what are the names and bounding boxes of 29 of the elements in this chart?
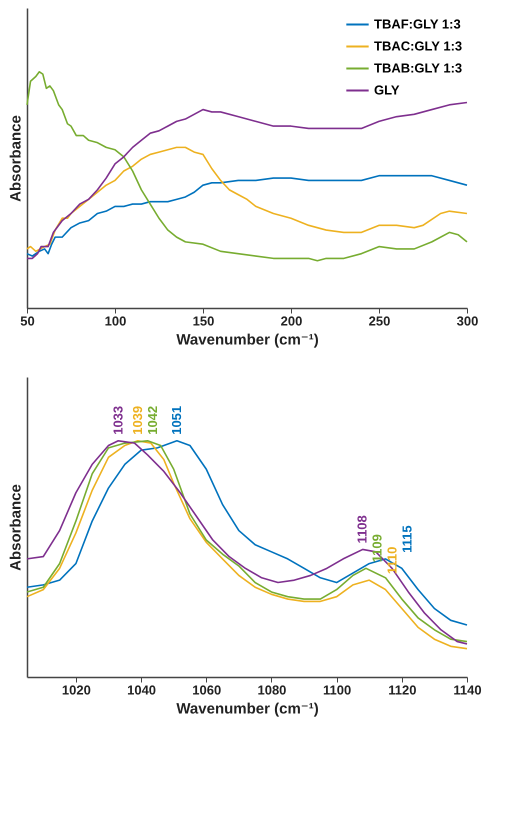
annotation: 1108 — [354, 515, 370, 544]
annotation: 1109 — [370, 534, 385, 562]
annotation: 1115 — [400, 525, 415, 553]
annotation: 1033 — [110, 406, 126, 435]
legend-label: TBAB:GLY 1:3 — [374, 60, 462, 76]
x-tick-label: 250 — [368, 314, 390, 328]
x-tick-label: 50 — [20, 314, 35, 328]
x-tick-label: 100 — [104, 314, 126, 328]
annotation: 1051 — [168, 406, 184, 435]
x-tick-label: 1040 — [127, 682, 156, 698]
y-axis-title: Absorbance — [8, 484, 24, 571]
legend-label: TBAC:GLY 1:3 — [374, 38, 462, 54]
x-tick-label: 1140 — [453, 682, 482, 698]
annotation: 1039 — [130, 406, 145, 435]
x-tick-label: 150 — [192, 314, 214, 328]
x-tick-label: 1080 — [257, 682, 286, 698]
x-axis-title: Wavenumber (cm⁻¹) — [176, 332, 319, 348]
x-tick-label: 300 — [456, 314, 478, 328]
legend-label: GLY — [374, 82, 400, 98]
x-tick-label: 200 — [280, 314, 302, 328]
x-tick-label: 1020 — [62, 682, 91, 698]
annotation: 1110 — [384, 546, 400, 574]
x-tick-label: 1100 — [323, 682, 352, 698]
y-axis-title: Absorbance — [8, 115, 24, 202]
x-axis-title: Wavenumber (cm⁻¹) — [176, 700, 319, 718]
x-tick-label: 1120 — [388, 682, 416, 698]
annotation: 1042 — [144, 406, 160, 435]
legend-label: TBAF:GLY 1:3 — [374, 16, 461, 32]
x-tick-label: 1060 — [192, 682, 222, 698]
